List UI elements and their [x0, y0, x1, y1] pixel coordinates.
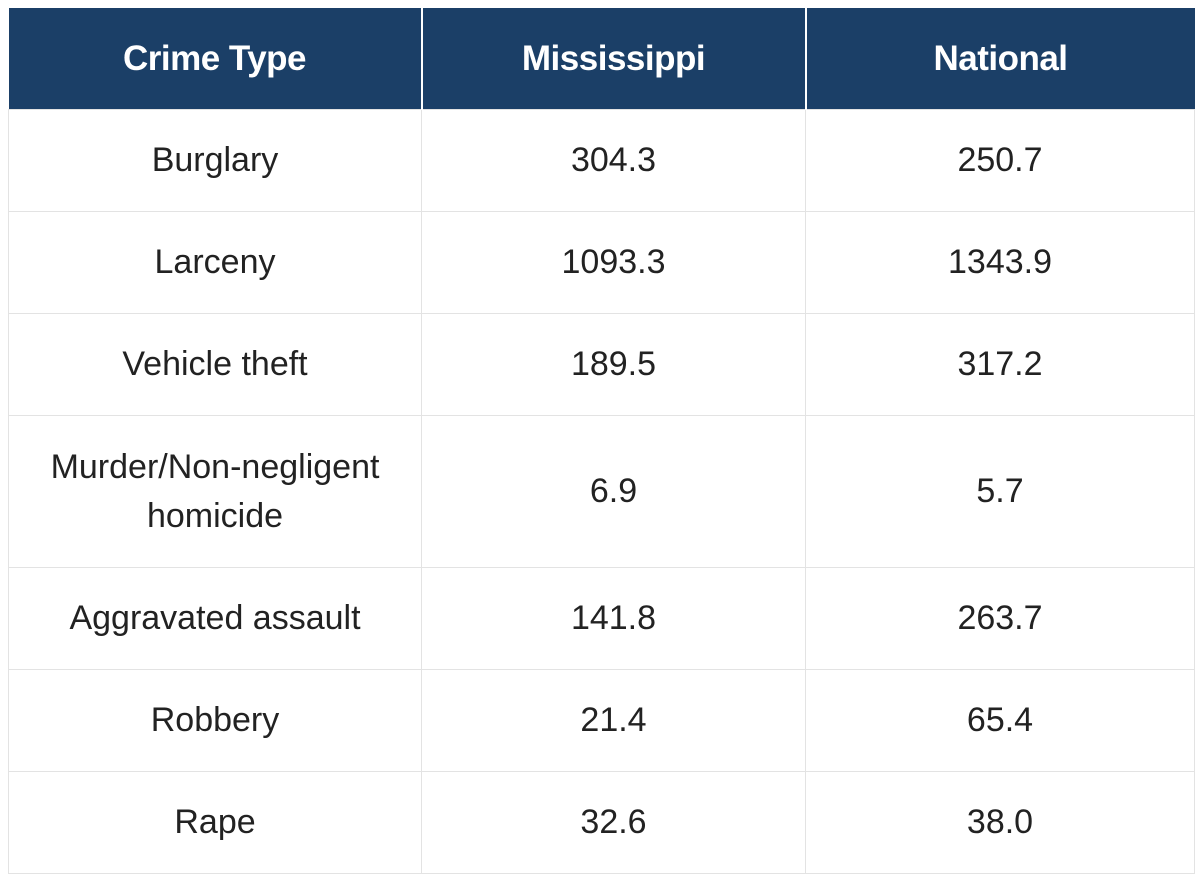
table-row: Murder/Non-negligent homicide 6.9 5.7: [8, 415, 1195, 568]
cell-national: 38.0: [805, 771, 1195, 874]
cell-mississippi: 1093.3: [421, 211, 806, 314]
header-mississippi: Mississippi: [420, 8, 807, 110]
cell-mississippi: 21.4: [421, 669, 806, 772]
cell-crime-type: Murder/Non-negligent homicide: [8, 415, 422, 568]
table-row: Larceny 1093.3 1343.9: [8, 211, 1195, 314]
cell-mississippi: 189.5: [421, 313, 806, 416]
table-row: Burglary 304.3 250.7: [8, 109, 1195, 212]
header-row: Crime Type Mississippi National: [8, 8, 1195, 110]
cell-crime-type: Larceny: [8, 211, 422, 314]
crime-comparison-table: Crime Type Mississippi National Burglary…: [8, 8, 1195, 874]
table-row: Vehicle theft 189.5 317.2: [8, 313, 1195, 416]
cell-national: 5.7: [805, 415, 1195, 568]
cell-crime-type: Robbery: [8, 669, 422, 772]
table-header: Crime Type Mississippi National: [8, 8, 1195, 110]
cell-crime-type: Rape: [8, 771, 422, 874]
cell-crime-type: Aggravated assault: [8, 567, 422, 670]
cell-national: 263.7: [805, 567, 1195, 670]
cell-crime-type: Vehicle theft: [8, 313, 422, 416]
table-row: Robbery 21.4 65.4: [8, 669, 1195, 772]
table-row: Aggravated assault 141.8 263.7: [8, 567, 1195, 670]
cell-mississippi: 6.9: [421, 415, 806, 568]
table-body: Burglary 304.3 250.7 Larceny 1093.3 1343…: [8, 109, 1195, 874]
crime-comparison-table-wrapper: Crime Type Mississippi National Burglary…: [8, 8, 1195, 874]
header-national: National: [804, 8, 1195, 110]
cell-mississippi: 304.3: [421, 109, 806, 212]
cell-mississippi: 32.6: [421, 771, 806, 874]
cell-crime-type: Burglary: [8, 109, 422, 212]
cell-national: 1343.9: [805, 211, 1195, 314]
cell-national: 317.2: [805, 313, 1195, 416]
cell-national: 65.4: [805, 669, 1195, 772]
header-crime-type: Crime Type: [8, 8, 423, 110]
cell-mississippi: 141.8: [421, 567, 806, 670]
cell-national: 250.7: [805, 109, 1195, 212]
table-row: Rape 32.6 38.0: [8, 771, 1195, 874]
